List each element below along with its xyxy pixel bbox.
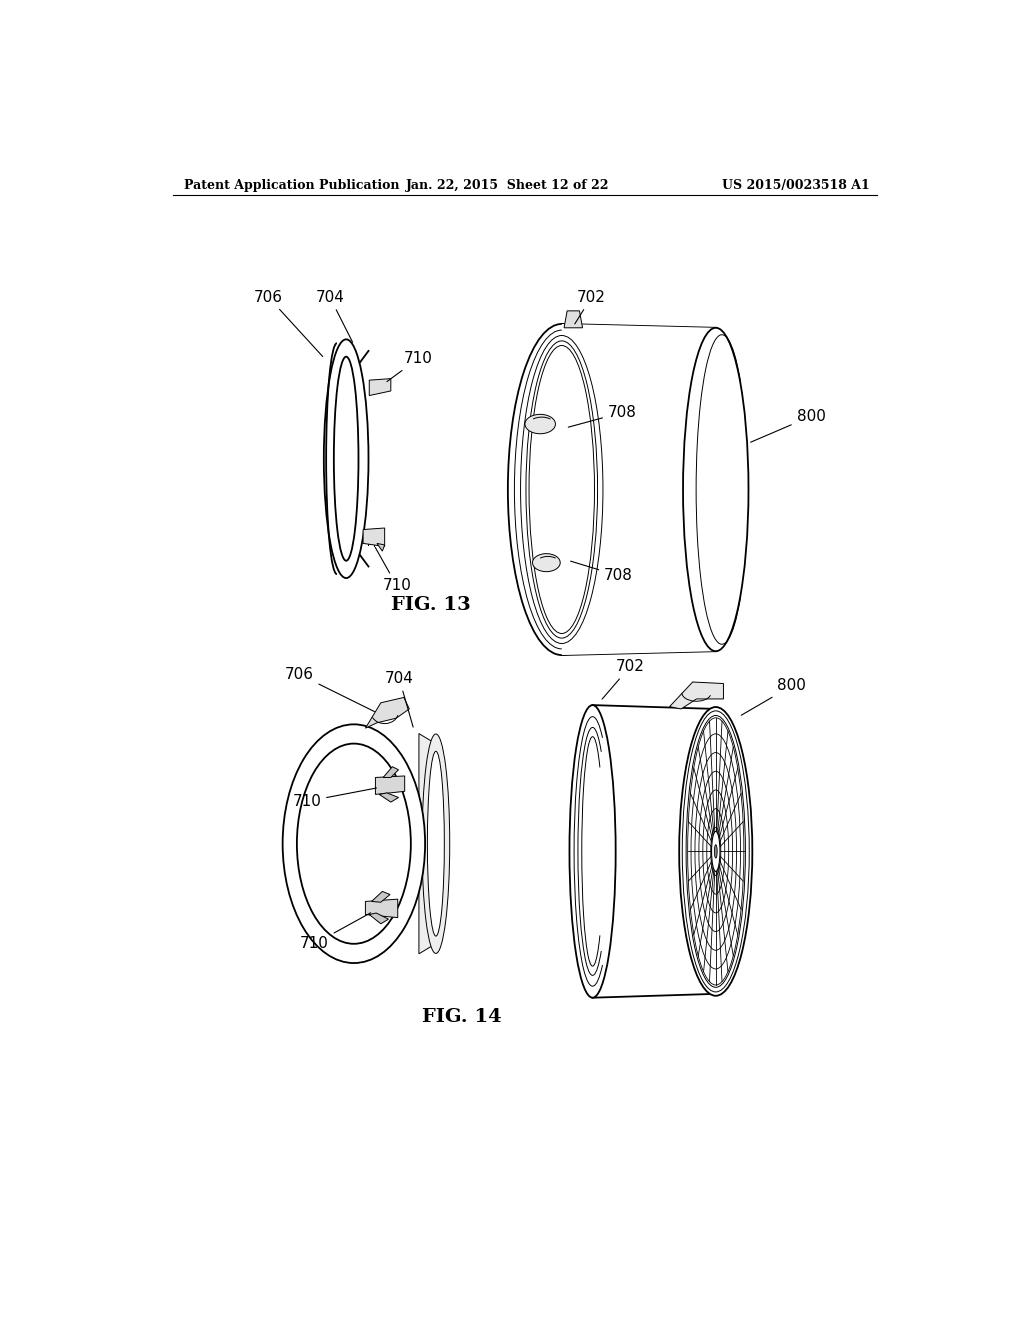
Polygon shape xyxy=(364,528,385,546)
Ellipse shape xyxy=(532,553,560,572)
Text: 702: 702 xyxy=(602,659,644,700)
Polygon shape xyxy=(379,793,398,803)
Polygon shape xyxy=(419,734,442,954)
Ellipse shape xyxy=(525,414,555,434)
Polygon shape xyxy=(670,682,724,709)
Text: 708: 708 xyxy=(568,405,637,428)
Text: 710: 710 xyxy=(375,548,412,593)
Polygon shape xyxy=(366,697,410,729)
Ellipse shape xyxy=(514,330,609,649)
Ellipse shape xyxy=(520,335,603,644)
Text: FIG. 13: FIG. 13 xyxy=(391,597,471,614)
Polygon shape xyxy=(370,379,391,396)
Text: Patent Application Publication: Patent Application Publication xyxy=(184,178,400,191)
Text: 800: 800 xyxy=(741,678,806,715)
Text: 800: 800 xyxy=(751,409,825,442)
Text: Jan. 22, 2015  Sheet 12 of 22: Jan. 22, 2015 Sheet 12 of 22 xyxy=(407,178,609,191)
Text: 710: 710 xyxy=(300,913,371,952)
Ellipse shape xyxy=(683,327,749,651)
Polygon shape xyxy=(562,323,716,655)
Ellipse shape xyxy=(686,715,745,987)
Ellipse shape xyxy=(529,346,595,634)
Polygon shape xyxy=(372,891,390,903)
Text: FIG. 14: FIG. 14 xyxy=(422,1008,502,1026)
Text: 704: 704 xyxy=(385,671,414,727)
Polygon shape xyxy=(564,312,583,327)
Text: 708: 708 xyxy=(570,561,633,583)
Ellipse shape xyxy=(715,845,717,858)
Text: 702: 702 xyxy=(574,289,606,323)
Text: 706: 706 xyxy=(254,289,323,356)
Ellipse shape xyxy=(324,339,369,578)
Polygon shape xyxy=(383,767,398,777)
Polygon shape xyxy=(366,899,397,917)
Text: US 2015/0023518 A1: US 2015/0023518 A1 xyxy=(722,178,869,191)
Text: 704: 704 xyxy=(315,289,352,342)
Text: 710: 710 xyxy=(387,351,433,381)
Ellipse shape xyxy=(422,734,450,953)
Polygon shape xyxy=(376,776,404,795)
Text: 706: 706 xyxy=(285,667,375,711)
Ellipse shape xyxy=(679,708,753,995)
Ellipse shape xyxy=(297,743,411,944)
Ellipse shape xyxy=(427,751,444,936)
Text: 710: 710 xyxy=(292,788,377,809)
Ellipse shape xyxy=(682,711,750,991)
Polygon shape xyxy=(370,913,388,924)
Ellipse shape xyxy=(283,725,425,964)
Ellipse shape xyxy=(712,832,720,871)
Ellipse shape xyxy=(334,356,358,561)
Polygon shape xyxy=(377,544,385,552)
Ellipse shape xyxy=(508,323,615,655)
Ellipse shape xyxy=(569,705,615,998)
Ellipse shape xyxy=(526,341,598,638)
